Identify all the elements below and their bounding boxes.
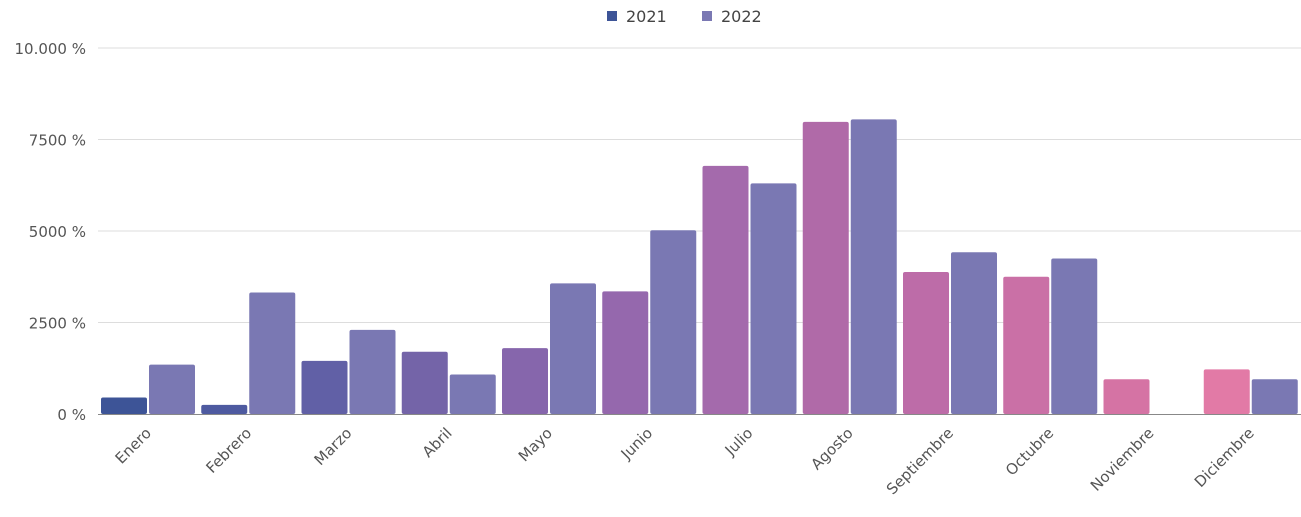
bars [101,119,1298,415]
bar-2021-enero[interactable] [101,397,147,414]
bar-2021-julio[interactable] [702,165,749,414]
x-tick-label: Noviembre [1087,424,1158,495]
gridlines [98,47,1301,415]
bar-2022-agosto[interactable] [850,119,897,415]
y-tick-label: 10.000 % [14,40,86,58]
x-tick-label: Julio [721,424,757,460]
y-tick-label: 5000 % [29,223,86,241]
x-tick-label: Junio [617,424,656,463]
x-tick-label: Marzo [311,424,356,469]
y-axis: 0 % 2500 % 5000 % 7500 % 10.000 % [14,40,86,424]
bar-2022-abril[interactable] [449,374,496,414]
x-tick-label: Mayo [515,424,556,465]
legend-swatch-2022 [702,11,712,21]
legend-swatch-2021 [607,11,617,21]
bar-2021-mayo[interactable] [502,348,548,414]
y-tick-label: 2500 % [29,315,86,333]
bar-2022-marzo[interactable] [349,329,396,414]
y-tick-label: 0 % [57,406,86,424]
bar-2021-marzo[interactable] [301,360,348,414]
legend: 2021 2022 [607,7,762,26]
x-tick-label: Diciembre [1191,424,1258,491]
bar-2022-diciembre[interactable] [1251,379,1298,414]
bar-2022-octubre[interactable] [1051,258,1098,414]
x-tick-label: Enero [112,424,155,467]
bar-2021-abril[interactable] [401,351,448,414]
bar-2021-febrero[interactable] [201,404,248,414]
x-tick-label: Septiembre [883,424,957,498]
bar-2021-noviembre[interactable] [1103,379,1150,414]
bar-2021-agosto[interactable] [802,121,849,414]
bar-2022-julio[interactable] [750,183,797,414]
bar-2022-septiembre[interactable] [951,252,997,414]
x-axis: Enero Febrero Marzo Abril Mayo Junio Julio Agos… [112,424,1258,498]
bar-2021-junio[interactable] [602,291,649,414]
bar-2022-febrero[interactable] [249,292,296,414]
bar-2021-diciembre[interactable] [1203,369,1250,414]
x-tick-label: Abril [419,424,456,461]
bar-2022-junio[interactable] [650,230,697,414]
bar-2021-octubre[interactable] [1003,276,1050,414]
x-tick-label: Octubre [1002,424,1057,479]
bar-2022-mayo[interactable] [550,283,596,414]
legend-label-2022: 2022 [721,7,762,26]
y-tick-label: 7500 % [29,132,86,150]
x-tick-label: Febrero [202,424,255,477]
x-tick-label: Agosto [807,424,856,473]
bar-2022-enero[interactable] [149,364,195,414]
legend-label-2021: 2021 [626,7,667,26]
bar-2021-septiembre[interactable] [903,271,949,414]
